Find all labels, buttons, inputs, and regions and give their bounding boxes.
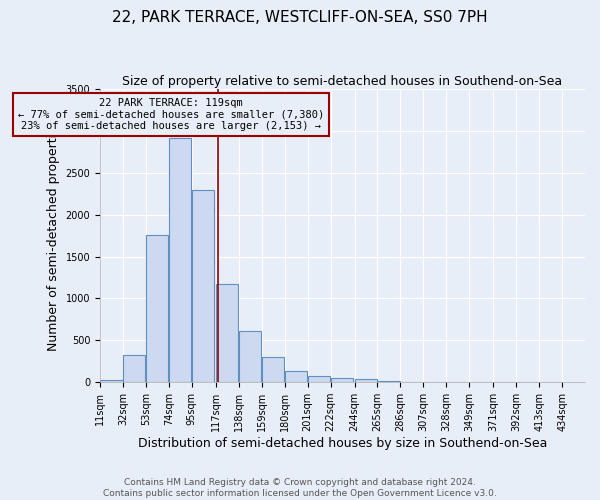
Bar: [355, 379, 377, 382]
Bar: [331, 378, 353, 382]
Bar: [216, 284, 238, 382]
Bar: [239, 331, 261, 382]
Text: 22, PARK TERRACE, WESTCLIFF-ON-SEA, SS0 7PH: 22, PARK TERRACE, WESTCLIFF-ON-SEA, SS0 …: [112, 10, 488, 25]
Text: 22 PARK TERRACE: 119sqm
← 77% of semi-detached houses are smaller (7,380)
23% of: 22 PARK TERRACE: 119sqm ← 77% of semi-de…: [18, 98, 324, 131]
Title: Size of property relative to semi-detached houses in Southend-on-Sea: Size of property relative to semi-detach…: [122, 75, 563, 88]
Bar: [192, 190, 214, 382]
Bar: [169, 138, 191, 382]
Bar: [262, 357, 284, 382]
Y-axis label: Number of semi-detached properties: Number of semi-detached properties: [47, 120, 60, 352]
Text: Contains HM Land Registry data © Crown copyright and database right 2024.
Contai: Contains HM Land Registry data © Crown c…: [103, 478, 497, 498]
Bar: [100, 380, 122, 382]
Bar: [285, 370, 307, 382]
Bar: [124, 354, 145, 382]
Bar: [378, 380, 400, 382]
Bar: [308, 376, 330, 382]
Bar: [146, 235, 169, 382]
X-axis label: Distribution of semi-detached houses by size in Southend-on-Sea: Distribution of semi-detached houses by …: [138, 437, 547, 450]
